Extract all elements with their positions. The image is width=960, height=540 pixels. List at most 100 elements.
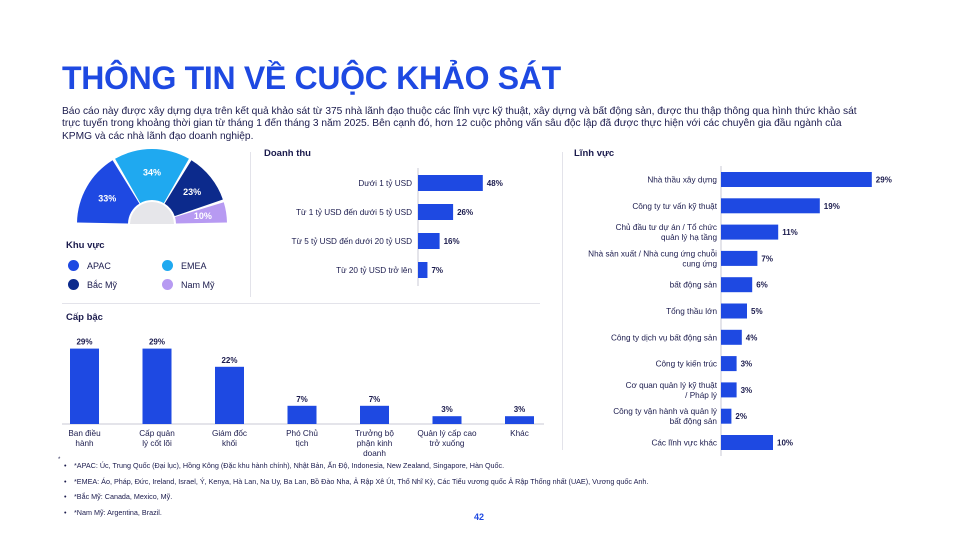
sector-bar-chart: Nhà thầu xây dựng 29% Công ty tư vấn kỹ th… (588, 166, 892, 456)
level-category-label: Ban điều hành (68, 429, 101, 448)
region-slice-2 (164, 160, 223, 217)
level-value-label: 29% (149, 338, 165, 347)
sector-category-label: Tổng thầu lớn (666, 306, 717, 316)
revenue-title: Doanh thu (264, 148, 311, 159)
sector-value-label: 6% (756, 281, 768, 290)
sector-bar (721, 250, 758, 266)
page-title: THÔNG TIN VỀ CUỘC KHẢO SÁT (62, 60, 561, 96)
sector-title: Lĩnh vực (574, 148, 615, 159)
sector-bar (721, 356, 737, 372)
sector-bar (721, 303, 747, 319)
page-number: 42 (474, 512, 485, 522)
sector-bar (721, 408, 732, 424)
revenue-bar (418, 175, 483, 191)
footnote-south-america: *Nam Mỹ: Argentina, Brazil. (62, 508, 648, 517)
level-category-label: Phó Chủ tịch (286, 429, 318, 448)
intro-paragraph: Báo cáo này được xây dựng dựa trên kết q… (62, 106, 857, 142)
sector-category-label: bất động sản (670, 281, 718, 290)
level-bar (505, 416, 534, 424)
sector-bar (721, 172, 872, 187)
revenue-value-label: 16% (444, 237, 460, 246)
revenue-bar-chart: Dưới 1 tỷ USD 48% Từ 1 tỷ USD đến dưới 5 t… (291, 168, 503, 286)
region-slice-label: 10% (194, 211, 212, 221)
revenue-category-label: Từ 5 tỷ USD đến dưới 20 tỷ USD (291, 237, 412, 246)
footnote-apac: *APAC: Úc, Trung Quốc (Đại lục), Hồng Kô… (62, 462, 648, 471)
revenue-category-label: Từ 1 tỷ USD đến dưới 5 tỷ USD (296, 208, 412, 217)
sector-bar (721, 198, 820, 214)
legend-item-emea: EMEA (162, 260, 207, 271)
level-category-label: Cấp quản lý cốt lõi (139, 429, 175, 448)
sector-category-label: Công ty vận hành và quản lý bất động sản (613, 407, 718, 426)
sector-value-label: 19% (824, 202, 840, 211)
region-slice-label: 34% (143, 168, 161, 178)
level-bar (287, 405, 317, 424)
sector-value-label: 5% (751, 307, 763, 316)
legend-label: APAC (87, 260, 111, 271)
divider-vertical-right (562, 152, 563, 450)
legend-item-apac: APAC (68, 260, 111, 271)
region-pie-chart: 33% 34% 23% 10% (77, 149, 227, 224)
revenue-category-label: Từ 20 tỷ USD trở lên (336, 266, 412, 275)
revenue-value-label: 26% (457, 208, 473, 217)
level-title: Cấp bậc (66, 312, 103, 323)
revenue-bar (418, 233, 440, 249)
level-value-label: 7% (296, 395, 308, 404)
legend-dot-icon (162, 279, 173, 290)
level-bar-chart: 29% Ban điều hành 29% Cấp quản lý cốt lõi 22% G… (62, 338, 544, 458)
sector-value-label: 4% (746, 333, 758, 342)
footnotes: *APAC: Úc, Trung Quốc (Đại lục), Hồng Kô… (62, 462, 648, 524)
revenue-value-label: 7% (431, 266, 443, 275)
level-bar (215, 366, 244, 424)
level-category-label: Giám đốc khối (212, 429, 247, 448)
sector-value-label: 29% (876, 176, 892, 185)
sector-category-label: Cơ quan quản lý kỹ thuật / Pháp lý (626, 381, 718, 400)
sector-value-label: 7% (761, 254, 773, 263)
legend-item-south-america: Nam Mỹ (162, 279, 215, 290)
level-bar (70, 348, 99, 424)
revenue-bar (418, 204, 454, 220)
region-slice-3 (174, 202, 227, 224)
level-bar (432, 416, 462, 424)
level-value-label: 3% (514, 405, 526, 414)
region-slice-0 (77, 160, 140, 224)
legend-dot-icon (68, 279, 79, 290)
legend-label: Bắc Mỹ (87, 279, 118, 290)
footnote-emea: *EMEA: Áo, Pháp, Đức, Ireland, Israel, Ý… (62, 477, 648, 486)
sector-category-label: Nhà sản xuất / Nhà cung ứng chuỗi cung ứn… (588, 248, 717, 268)
level-value-label: 7% (369, 395, 381, 404)
legend-item-north-america: Bắc Mỹ (68, 279, 117, 290)
sector-category-label: Công ty tư vấn kỹ thuật (632, 202, 717, 211)
region-slice-1 (115, 149, 189, 204)
sector-value-label: 3% (741, 386, 753, 395)
divider-vertical-left (250, 152, 251, 297)
region-legend-title: Khu vực (66, 240, 105, 251)
revenue-category-label: Dưới 1 tỷ USD (358, 179, 412, 188)
level-category-label: Quản lý cấp cao trở xuống (417, 429, 477, 448)
footnote-marker: * (58, 457, 61, 463)
sector-bar (721, 277, 753, 293)
level-bar (360, 405, 389, 424)
level-category-label: Trưởng bộ phận kinh doanh (355, 429, 394, 458)
divider-horizontal (62, 303, 540, 304)
sector-value-label: 10% (777, 439, 793, 448)
sector-category-label: Các lĩnh vực khác (651, 439, 717, 448)
legend-dot-icon (68, 260, 79, 271)
sector-category-label: Nhà thầu xây dựng (647, 176, 717, 185)
revenue-bar (418, 262, 428, 278)
sector-category-label: Chủ đầu tư dự án / Tổ chức quản lý hạ tần… (616, 222, 718, 242)
level-category-label: Khác (510, 429, 529, 438)
level-value-label: 29% (76, 338, 92, 347)
sector-bar (721, 435, 773, 450)
level-bar (142, 348, 172, 424)
legend-label: Nam Mỹ (181, 279, 215, 290)
legend-label: EMEA (181, 260, 207, 271)
revenue-value-label: 48% (487, 179, 503, 188)
sector-category-label: Công ty kiến trúc (656, 360, 717, 369)
level-value-label: 3% (441, 405, 453, 414)
region-slice-label: 33% (98, 193, 116, 203)
level-value-label: 22% (221, 356, 237, 365)
sector-bar (721, 382, 737, 398)
footnote-north-america: *Bắc Mỹ: Canada, Mexico, Mỹ. (62, 493, 648, 502)
sector-value-label: 3% (741, 360, 753, 369)
region-center-cap (130, 202, 174, 224)
